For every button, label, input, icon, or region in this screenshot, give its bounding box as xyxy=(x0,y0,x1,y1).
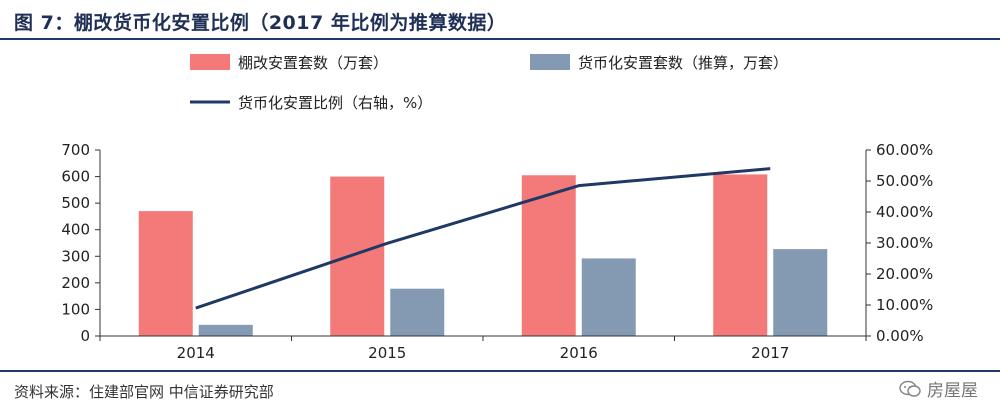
y-tick-label-left: 400 xyxy=(61,221,90,239)
legend-item-monetized-units-label: 货币化安置套数（推算，万套） xyxy=(578,54,788,72)
legend-item-resettlement-units-label: 棚改安置套数（万套） xyxy=(238,54,388,72)
chart-title: 图 7：棚改货币化安置比例（2017 年比例为推算数据） xyxy=(14,12,507,34)
legend-item-resettlement-units-swatch xyxy=(190,54,230,70)
y-tick-label-left: 500 xyxy=(61,194,90,212)
footer-divider xyxy=(0,370,1000,372)
source-note: 资料来源：住建部官网 中信证券研究部 xyxy=(14,383,274,401)
y-tick-label-right: 30.00% xyxy=(876,234,933,252)
bar-resettlement-units xyxy=(330,176,385,336)
y-tick-label-left: 600 xyxy=(61,168,90,186)
y-tick-label-left: 200 xyxy=(61,274,90,292)
x-tick-label: 2016 xyxy=(560,344,598,362)
y-tick-label-left: 0 xyxy=(80,327,90,345)
bar-monetized-units xyxy=(581,258,636,336)
bar-monetized-units xyxy=(773,249,828,336)
watermark-text: 房屋屋 xyxy=(927,381,978,401)
bar-monetized-units xyxy=(390,288,445,336)
y-tick-label-right: 60.00% xyxy=(876,141,933,159)
watermark: 房屋屋 xyxy=(899,376,978,401)
y-tick-label-right: 50.00% xyxy=(876,172,933,190)
x-tick-label: 2015 xyxy=(368,344,406,362)
wechat-icon xyxy=(899,380,921,397)
x-tick-label: 2017 xyxy=(751,344,789,362)
title-divider xyxy=(0,38,1000,40)
axes: 0 100 200 300 400 500 600 700 0.00% 10.00% 20.00% 3… xyxy=(61,141,933,362)
bar-monetized-units xyxy=(198,324,253,336)
y-tick-label-left: 700 xyxy=(61,141,90,159)
legend-item-monetized-ratio-label: 货币化安置比例（右轴，%） xyxy=(238,94,432,112)
y-tick-label-left: 100 xyxy=(61,300,90,318)
y-tick-label-right: 40.00% xyxy=(876,203,933,221)
bar-resettlement-units xyxy=(138,211,193,336)
bar-resettlement-units xyxy=(521,175,576,336)
y-tick-label-right: 10.00% xyxy=(876,296,933,314)
plot-area xyxy=(138,167,828,336)
y-tick-label-right: 0.00% xyxy=(876,327,924,345)
chart: 棚改安置套数（万套） 货币化安置套数（推算，万套） 货币化安置比例（右轴，%） 0 1… xyxy=(61,54,933,362)
legend-item-monetized-units-swatch xyxy=(530,54,570,70)
x-tick-label: 2014 xyxy=(177,344,215,362)
y-tick-label-right: 20.00% xyxy=(876,265,933,283)
y-tick-label-left: 300 xyxy=(61,247,90,265)
legend: 棚改安置套数（万套） 货币化安置套数（推算，万套） 货币化安置比例（右轴，%） xyxy=(190,54,788,112)
bar-resettlement-units xyxy=(713,174,768,336)
line-monetized-ratio xyxy=(195,167,771,310)
